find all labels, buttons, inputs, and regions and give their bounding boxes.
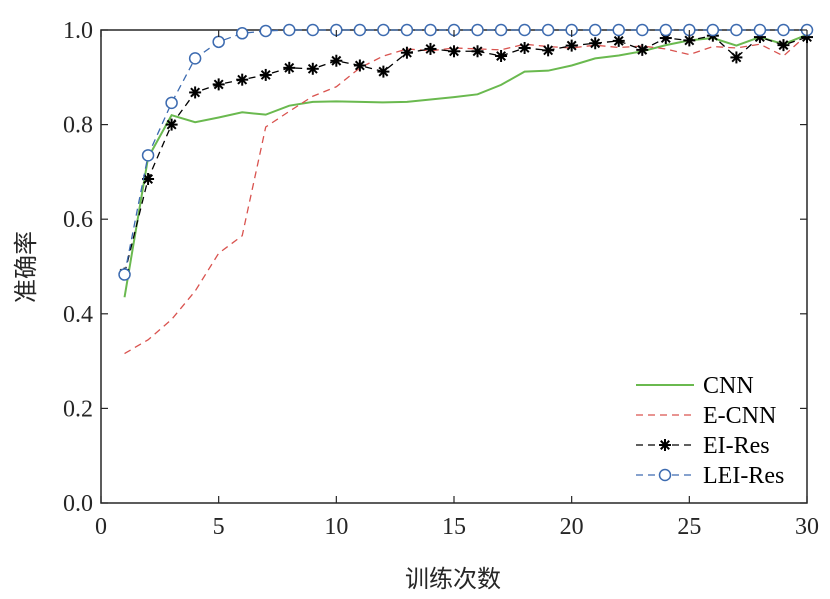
legend-label-lei-res: LEI-Res xyxy=(703,463,784,489)
legend-label-ei-res: EI-Res xyxy=(703,433,770,459)
x-axis-title: 训练次数 xyxy=(405,565,501,593)
x-tick-label: 5 xyxy=(213,514,225,540)
data-point-ei-res xyxy=(565,39,578,52)
data-point-ei-res xyxy=(542,44,555,57)
series-layer xyxy=(118,23,814,355)
series-line-lei-res xyxy=(123,29,807,275)
x-tick-label: 30 xyxy=(795,514,819,540)
data-point-ei-res xyxy=(353,59,366,72)
x-tick-label: 0 xyxy=(95,514,107,540)
y-tick-label: 0.0 xyxy=(63,491,93,517)
data-point-ei-res xyxy=(330,54,343,67)
series-cnn xyxy=(123,33,808,298)
legend-marker-ei-res xyxy=(659,439,671,451)
data-point-lei-res xyxy=(424,23,437,37)
legend: CNN E-CNN EI-Res LEI-Res xyxy=(636,373,784,489)
data-point-lei-res xyxy=(518,23,531,37)
x-tick-label: 20 xyxy=(560,514,584,540)
data-point-lei-res xyxy=(235,27,249,40)
data-point-ei-res xyxy=(283,61,296,74)
data-point-lei-res xyxy=(612,23,625,37)
legend-item-lei-res: LEI-Res xyxy=(636,463,784,489)
tick-layer: 0 5 10 15 20 25 30 0.0 0.2 0.4 0.6 0.8 1.0 xyxy=(63,18,819,540)
data-point-ei-res xyxy=(777,39,790,52)
data-point-lei-res xyxy=(283,23,296,37)
data-point-ei-res xyxy=(636,43,649,56)
data-point-ei-res xyxy=(400,46,413,59)
axes-box xyxy=(100,29,808,504)
data-point-lei-res xyxy=(541,23,555,37)
data-point-ei-res xyxy=(448,45,460,58)
data-point-lei-res xyxy=(400,23,414,37)
data-point-ei-res xyxy=(471,45,484,58)
data-point-ei-res xyxy=(259,68,272,81)
y-axis-title: 准确率 xyxy=(12,231,40,303)
data-point-ei-res xyxy=(730,51,743,64)
data-point-lei-res xyxy=(471,23,484,37)
y-tick-label: 0.6 xyxy=(63,207,93,233)
series-ei-res xyxy=(118,29,813,280)
data-point-ei-res xyxy=(518,41,531,54)
legend-label-cnn: CNN xyxy=(703,373,754,399)
y-tick-label: 0.8 xyxy=(63,113,93,139)
data-point-ei-res xyxy=(377,65,390,78)
data-point-lei-res xyxy=(212,35,225,49)
series-line-cnn xyxy=(123,33,808,298)
x-tick-label: 10 xyxy=(324,514,348,540)
data-point-lei-res xyxy=(306,23,320,37)
data-point-lei-res xyxy=(659,23,673,37)
data-point-lei-res xyxy=(353,23,367,37)
legend-item-ei-res: EI-Res xyxy=(636,433,770,459)
data-point-lei-res xyxy=(141,149,155,162)
legend-label-e-cnn: E-CNN xyxy=(703,403,776,429)
data-point-lei-res xyxy=(494,23,508,37)
data-point-ei-res xyxy=(142,172,155,185)
data-point-lei-res xyxy=(588,23,602,37)
data-point-lei-res xyxy=(188,52,202,65)
data-point-lei-res xyxy=(165,96,178,110)
y-tick-label: 0.2 xyxy=(63,396,93,422)
data-point-ei-res xyxy=(495,50,508,63)
series-line-ei-res xyxy=(123,34,808,274)
data-point-ei-res xyxy=(589,37,602,50)
data-point-lei-res xyxy=(377,23,390,37)
data-point-lei-res xyxy=(753,23,767,37)
data-point-ei-res xyxy=(165,118,178,131)
data-point-lei-res xyxy=(118,268,131,281)
legend-marker-lei-res xyxy=(658,468,672,482)
data-point-ei-res xyxy=(306,62,319,75)
plot-frame xyxy=(100,29,808,504)
data-point-lei-res xyxy=(259,24,272,38)
data-point-lei-res xyxy=(777,23,790,37)
data-point-lei-res xyxy=(730,23,743,37)
data-point-ei-res xyxy=(212,78,225,91)
y-tick-label: 0.4 xyxy=(63,302,93,328)
data-point-lei-res xyxy=(636,23,649,37)
data-point-ei-res xyxy=(189,86,202,99)
y-tick-label: 1.0 xyxy=(63,18,93,44)
legend-item-e-cnn: E-CNN xyxy=(636,403,776,429)
legend-item-cnn: CNN xyxy=(636,373,754,399)
data-point-lei-res xyxy=(706,23,720,37)
data-point-ei-res xyxy=(236,73,249,86)
x-tick-label: 25 xyxy=(677,514,701,540)
series-lei-res xyxy=(118,23,814,281)
x-tick-label: 15 xyxy=(442,514,466,540)
data-point-ei-res xyxy=(612,34,625,47)
data-point-ei-res xyxy=(424,42,437,55)
